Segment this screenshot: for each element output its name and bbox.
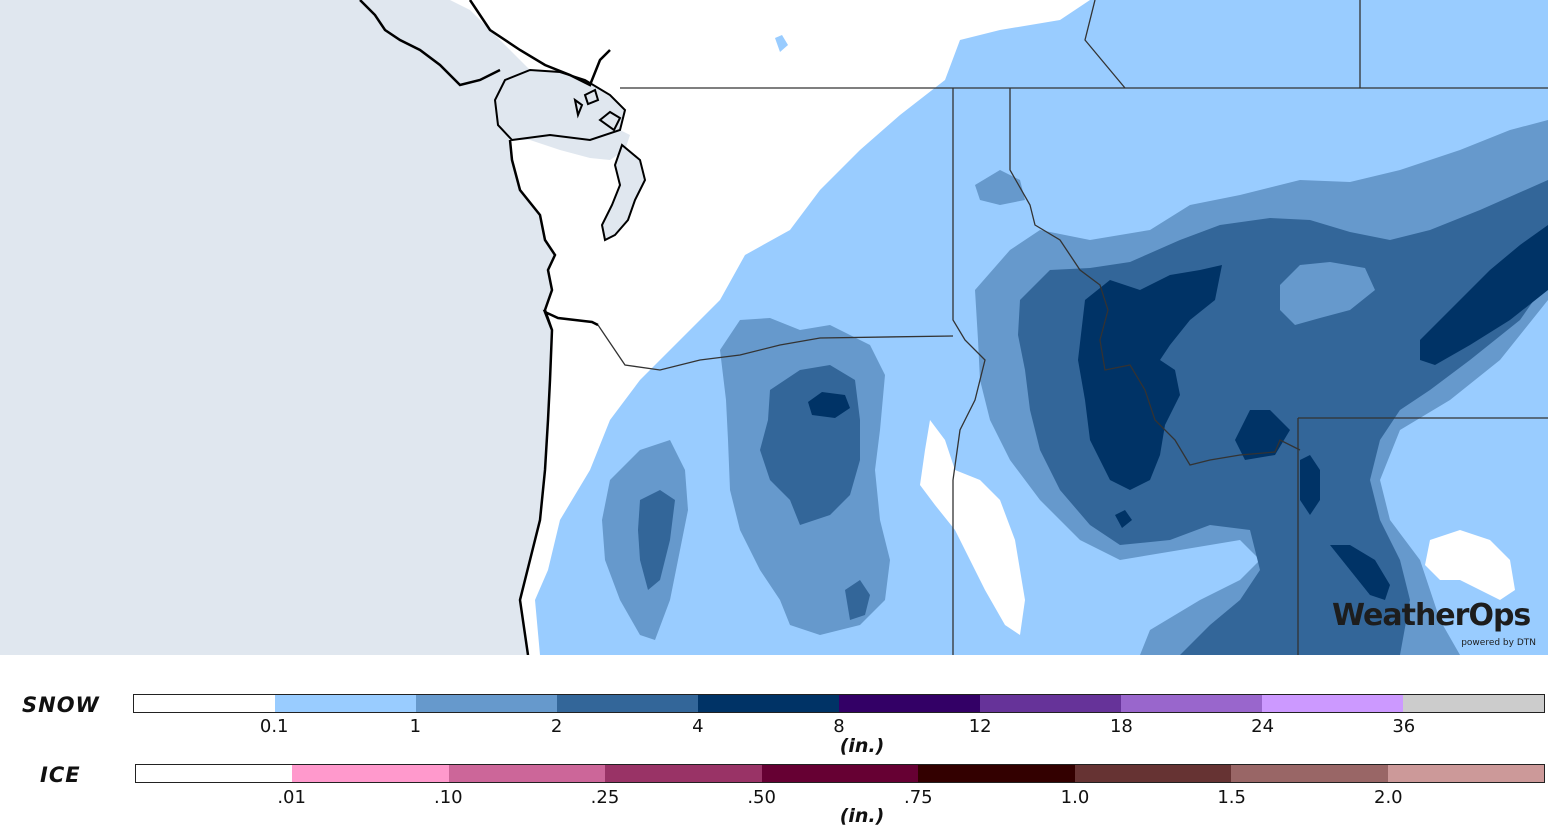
snow-swatch-8 [1262, 695, 1403, 712]
ice-tick-label: .25 [590, 787, 620, 808]
ice-swatch-4 [761, 765, 919, 782]
snow-band-4-oregon [808, 392, 850, 418]
snow-band-4-ut2 [1300, 455, 1320, 515]
ice-swatch-1 [292, 765, 449, 782]
ice-unit-label: (in.) [839, 805, 885, 827]
snow-tick-label: 8 [833, 716, 845, 737]
snow-tick-label: 0.1 [259, 716, 289, 737]
snow-swatch-1 [275, 695, 416, 712]
snow-band-1-inner [1280, 262, 1375, 325]
ice-tick-label: .10 [434, 787, 463, 808]
snow-tick-label: 2 [550, 716, 563, 737]
snow-band-4-idaho [1078, 265, 1222, 490]
logo-wordmark: WeatherOps [1332, 598, 1531, 633]
ice-swatch-6 [1074, 765, 1232, 782]
ice-swatch-2 [448, 765, 606, 782]
islands [573, 88, 622, 132]
snow-band-4-wyoming [1420, 225, 1548, 365]
snow-swatch-5 [839, 695, 980, 712]
ice-tick-label: 2.0 [1374, 787, 1403, 808]
snow-band-2-nv [845, 580, 870, 620]
snow-tick-label: 12 [968, 716, 992, 737]
weatherops-logo: WeatherOps powered by DTN [1332, 598, 1542, 654]
ice-tick-label: 1.5 [1217, 787, 1246, 808]
puget-sound [493, 68, 627, 142]
ice-tick-label: .75 [904, 787, 933, 808]
snowfall-map [0, 0, 1548, 655]
no-snow-area-basin [920, 420, 1025, 635]
no-snow-area-east [1425, 530, 1515, 600]
snow-band-4-small [1115, 510, 1132, 528]
snow-tick-label: 1 [409, 716, 422, 737]
coastline-north [359, 0, 611, 87]
snow-band-4-co [1330, 545, 1390, 600]
snow-tick-label: 18 [1109, 716, 1133, 737]
snow-band-0-1-north [775, 35, 788, 52]
state-borders [597, 0, 1548, 655]
ice-swatch-7 [1231, 765, 1388, 782]
snow-tick-label: 36 [1392, 716, 1416, 737]
ice-swatch-0 [136, 765, 293, 782]
snow-legend-label: SNOW [22, 693, 100, 717]
snow-swatch-9 [1403, 695, 1544, 712]
ice-color-bar [135, 764, 1545, 783]
snow-swatch-0 [134, 695, 275, 712]
legend-panel: SNOW 0.1 1 2 4 8 12 18 24 36 (in.) ICE .01.10.25… [0, 655, 1548, 828]
puget-inlet [600, 143, 647, 242]
snow-tick-label: 4 [692, 716, 704, 737]
ice-swatch-3 [605, 765, 762, 782]
snow-swatch-3 [557, 695, 698, 712]
logo-subtitle: powered by DTN [1461, 638, 1536, 648]
snow-swatch-7 [1121, 695, 1262, 712]
snow-swatch-6 [980, 695, 1121, 712]
ice-legend-label: ICE [40, 763, 81, 787]
snow-color-bar [133, 694, 1545, 713]
ice-tick-label: .50 [747, 787, 776, 808]
snow-band-1-idaho-n [975, 170, 1025, 205]
snow-tick-label: 24 [1251, 716, 1275, 737]
snow-swatch-4 [698, 695, 839, 712]
snow-unit-label: (in.) [839, 735, 885, 757]
snow-band-2-cascades [638, 490, 675, 590]
ice-swatch-8 [1387, 765, 1544, 782]
coastline [508, 139, 599, 655]
ice-tick-label: .01 [277, 787, 306, 808]
ice-swatch-5 [918, 765, 1075, 782]
ice-tick-label: 1.0 [1060, 787, 1090, 808]
snow-swatch-2 [416, 695, 557, 712]
